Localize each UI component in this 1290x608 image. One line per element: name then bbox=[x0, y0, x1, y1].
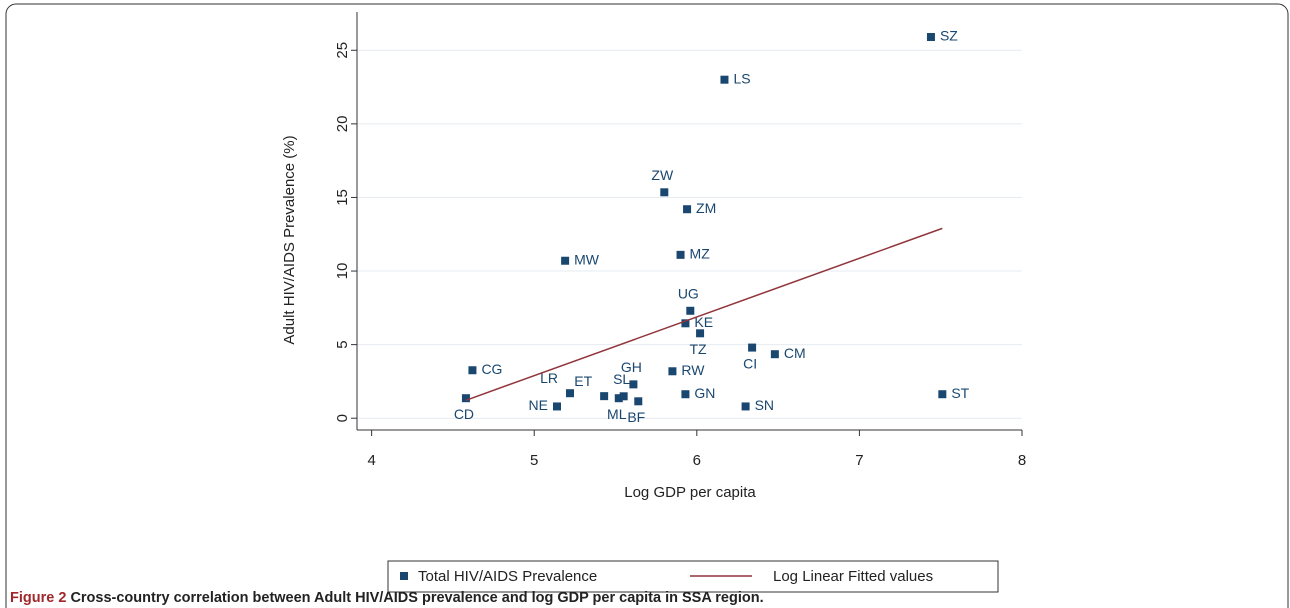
point-label: NE bbox=[529, 397, 548, 413]
point-label: CI bbox=[743, 355, 757, 371]
point-label: ZM bbox=[696, 200, 716, 216]
point bbox=[600, 392, 609, 401]
point-label: LS bbox=[733, 70, 750, 86]
point-label: TZ bbox=[690, 341, 708, 357]
point bbox=[676, 250, 685, 259]
point-label: SN bbox=[755, 397, 774, 413]
y-tick-label: 5 bbox=[334, 340, 351, 348]
point bbox=[565, 389, 574, 398]
point bbox=[681, 319, 690, 328]
point-label: LR bbox=[540, 370, 558, 386]
point bbox=[681, 390, 690, 399]
caption-text: Cross-country correlation between Adult … bbox=[70, 590, 763, 606]
point bbox=[720, 75, 729, 84]
fit-line bbox=[465, 227, 943, 401]
point bbox=[619, 392, 628, 401]
point bbox=[748, 343, 757, 352]
frame bbox=[5, 3, 1289, 608]
point bbox=[461, 394, 470, 403]
point bbox=[660, 188, 669, 197]
point-label: KE bbox=[694, 314, 713, 330]
point bbox=[770, 350, 779, 359]
point-label: CD bbox=[454, 406, 474, 422]
x-axis-label: Log GDP per capita bbox=[624, 484, 756, 501]
point bbox=[741, 402, 750, 411]
point-label: GH bbox=[621, 359, 642, 375]
caption-label: Figure 2 bbox=[10, 590, 66, 606]
point-label: RW bbox=[681, 362, 705, 378]
point-label: ML bbox=[607, 406, 627, 422]
x-tick-label: 4 bbox=[367, 452, 375, 469]
point bbox=[683, 205, 692, 214]
point-label: UG bbox=[678, 285, 699, 301]
point-label: CG bbox=[481, 361, 502, 377]
x-tick-label: 6 bbox=[693, 452, 701, 469]
point bbox=[629, 380, 638, 389]
legend-label: Log Linear Fitted values bbox=[773, 568, 933, 585]
point bbox=[686, 306, 695, 315]
point-label: BF bbox=[627, 409, 645, 425]
point-label: MZ bbox=[690, 246, 711, 262]
point bbox=[634, 397, 643, 406]
point-label: GN bbox=[694, 385, 715, 401]
x-tick-label: 5 bbox=[530, 452, 538, 469]
point-label: CM bbox=[784, 345, 806, 361]
y-tick-label: 25 bbox=[334, 42, 351, 59]
point-label: ZW bbox=[651, 167, 674, 183]
point-label: MW bbox=[574, 251, 600, 267]
point bbox=[938, 390, 947, 399]
point bbox=[668, 367, 677, 376]
point bbox=[696, 329, 705, 338]
y-tick-label: 20 bbox=[334, 116, 351, 133]
point-label: SZ bbox=[940, 28, 958, 44]
point bbox=[614, 394, 623, 403]
y-tick-label: 15 bbox=[334, 189, 351, 206]
caption: Figure 2 Cross-country correlation betwe… bbox=[10, 590, 764, 606]
legend-label: Total HIV/AIDS Prevalence bbox=[418, 568, 597, 585]
point bbox=[561, 256, 570, 265]
point bbox=[468, 366, 477, 375]
point-label: ST bbox=[951, 385, 969, 401]
legend-marker bbox=[400, 572, 408, 580]
y-axis-label: Adult HIV/AIDS Prevalence (%) bbox=[281, 135, 298, 344]
x-tick-label: 8 bbox=[1018, 452, 1026, 469]
point bbox=[926, 33, 935, 42]
point bbox=[552, 402, 561, 411]
point-label: SL bbox=[613, 371, 630, 387]
y-tick-label: 10 bbox=[334, 263, 351, 280]
y-tick-label: 0 bbox=[334, 414, 351, 422]
point-label: ET bbox=[574, 373, 592, 389]
x-tick-label: 7 bbox=[855, 452, 863, 469]
